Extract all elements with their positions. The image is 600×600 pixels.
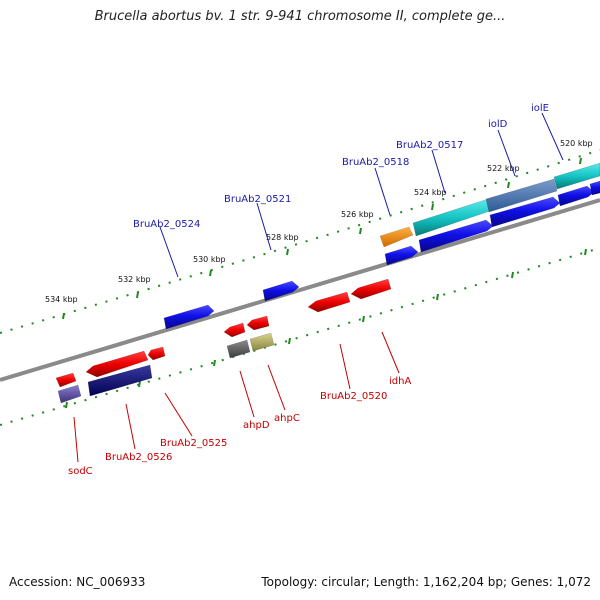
gene-label: sodC	[68, 466, 93, 477]
gene-feature	[379, 226, 414, 248]
gene-feature	[223, 322, 246, 338]
gene-feature	[147, 346, 166, 361]
gene-feature	[55, 372, 77, 388]
gene-feature	[262, 280, 300, 302]
gene-label: BruAb2_0525	[160, 438, 227, 449]
gene-label: iolD	[488, 119, 508, 130]
gene-feature	[57, 384, 82, 404]
chromosome-backbone	[0, 198, 600, 382]
reverse-tick-ring	[0, 247, 600, 426]
forward-gene-labels: BruAb2_0524 BruAb2_0521 BruAb2_0518 BruA…	[133, 103, 564, 278]
gene-feature	[553, 162, 600, 190]
gene-label: ahpD	[243, 420, 270, 431]
reverse-strand-genes	[55, 278, 392, 404]
gene-feature	[307, 291, 351, 313]
gene-label: ahpC	[274, 413, 300, 424]
gene-label: BruAb2_0526	[105, 452, 172, 463]
map-title: Brucella abortus bv. 1 str. 9-941 chromo…	[94, 9, 506, 24]
gene-feature	[87, 364, 153, 397]
scale-label: 520 kbp	[560, 139, 593, 148]
gene-feature	[249, 332, 275, 352]
scale-label: 526 kbp	[341, 210, 374, 219]
gene-feature	[163, 304, 215, 330]
forward-major-ticks	[62, 157, 582, 320]
gene-feature	[85, 350, 149, 378]
scale-label: 528 kbp	[266, 233, 299, 242]
gene-feature	[246, 315, 270, 331]
accession-text: Accession: NC_006933	[9, 575, 146, 589]
gene-label: BruAb2_0524	[133, 219, 200, 230]
gene-feature	[418, 219, 494, 253]
gene-feature	[589, 180, 600, 196]
reverse-major-ticks	[65, 248, 587, 409]
scale-label: 532 kbp	[118, 275, 151, 284]
gene-label: BruAb2_0517	[396, 140, 463, 151]
gene-feature	[350, 278, 392, 300]
gene-feature	[226, 339, 251, 359]
gene-label: idhA	[389, 376, 411, 387]
forward-tick-ring	[0, 149, 600, 334]
gene-feature	[384, 245, 419, 266]
gene-label: BruAb2_0521	[224, 194, 291, 205]
reverse-gene-labels: sodC BruAb2_0526 BruAb2_0525 ahpD ahpC B…	[68, 331, 411, 477]
scale-label: 530 kbp	[193, 255, 226, 264]
scale-labels: 534 kbp 532 kbp 530 kbp 528 kbp 526 kbp …	[45, 139, 593, 304]
forward-strand-genes	[163, 162, 600, 330]
gene-label: iolE	[531, 103, 549, 114]
gene-feature	[485, 178, 558, 213]
gene-label: BruAb2_0518	[342, 157, 409, 168]
gene-feature	[489, 196, 561, 228]
gene-label: BruAb2_0520	[320, 391, 387, 402]
scale-label: 534 kbp	[45, 295, 78, 304]
gene-feature	[557, 185, 595, 207]
topology-summary: Topology: circular; Length: 1,162,204 bp…	[261, 575, 591, 589]
scale-label: 524 kbp	[414, 188, 447, 197]
scale-label: 522 kbp	[487, 164, 520, 173]
